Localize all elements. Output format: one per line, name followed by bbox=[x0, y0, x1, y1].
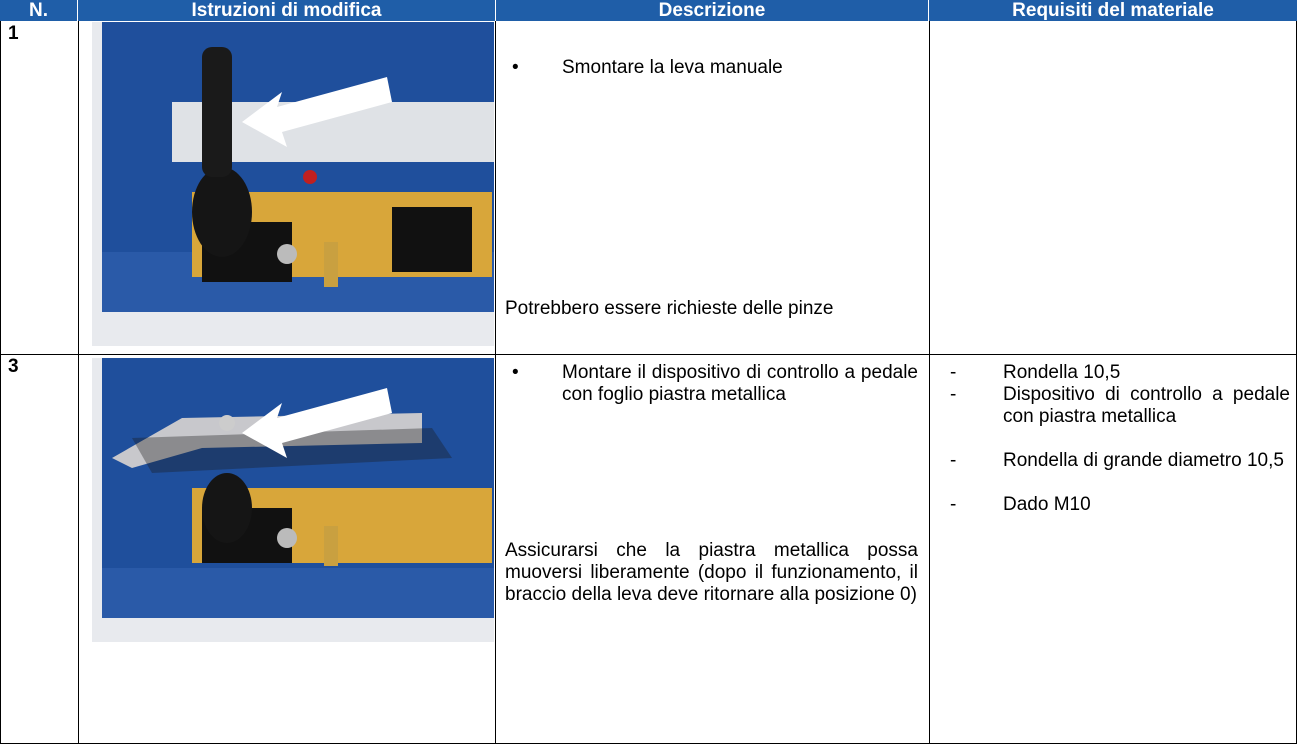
material-item: Rondella di grande diametro 10,5 bbox=[1003, 450, 1284, 471]
description-bullet: Smontare la leva manuale bbox=[562, 57, 783, 78]
description-note: Assicurarsi che la piastra metallica pos… bbox=[505, 540, 918, 605]
header-cell: Descrizione bbox=[496, 0, 929, 21]
description-bullet: Montare il dispositivo di controllo a pe… bbox=[562, 362, 918, 405]
border bbox=[78, 21, 79, 744]
header-cell: N. bbox=[0, 0, 78, 21]
header-cell: Istruzioni di modifica bbox=[78, 0, 496, 21]
row-number: 1 bbox=[8, 23, 19, 44]
dash: - bbox=[950, 384, 957, 405]
description-note: Potrebbero essere richieste delle pinze bbox=[505, 298, 834, 319]
row-number: 3 bbox=[8, 356, 19, 377]
border bbox=[929, 21, 930, 744]
dash: - bbox=[950, 494, 957, 515]
bullet: • bbox=[512, 57, 519, 78]
photo bbox=[92, 22, 494, 346]
dash: - bbox=[950, 362, 957, 383]
material-item: Dispositivo di controllo a pedale con pi… bbox=[1003, 384, 1290, 427]
material-item: Rondella 10,5 bbox=[1003, 362, 1121, 383]
dash: - bbox=[950, 450, 957, 471]
material-item: Dado M10 bbox=[1003, 494, 1091, 515]
border bbox=[0, 21, 1, 744]
border bbox=[0, 354, 1297, 355]
header-cell: Requisiti del materiale bbox=[929, 0, 1297, 21]
border bbox=[495, 21, 496, 744]
bullet: • bbox=[512, 362, 519, 383]
photo bbox=[92, 358, 494, 642]
